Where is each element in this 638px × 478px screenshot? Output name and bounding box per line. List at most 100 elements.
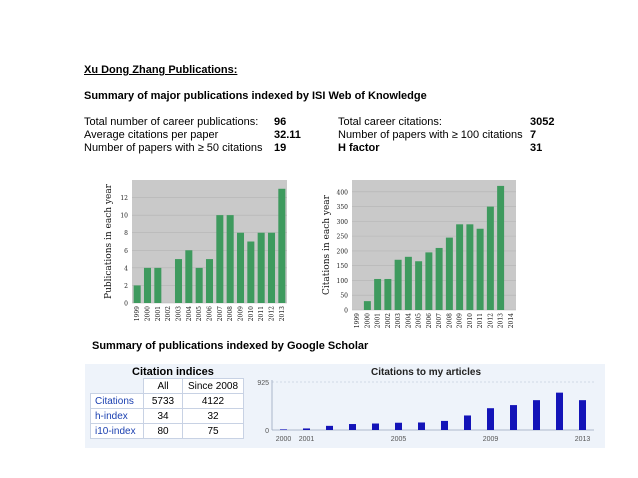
stat-value: 3052 <box>530 116 555 128</box>
bar <box>326 425 333 430</box>
bar <box>205 259 214 303</box>
table-cell: 34 <box>143 408 183 424</box>
x-tick-label: 2003 <box>395 313 402 328</box>
y-tick-label: 0 <box>124 301 128 308</box>
table-cell: 5733 <box>143 393 183 409</box>
x-tick-label: 2008 <box>446 313 453 328</box>
x-tick-label: 2011 <box>477 313 484 328</box>
stat-label: Number of papers with ≥ 50 citations <box>84 142 263 154</box>
bar <box>154 267 162 303</box>
bar <box>372 423 379 430</box>
bar <box>267 232 276 303</box>
bar <box>247 241 255 303</box>
table-row: h-index 34 32 <box>90 408 244 424</box>
bar <box>486 206 494 310</box>
table-cell: 75 <box>182 423 244 439</box>
y-tick-label: 0 <box>265 428 269 435</box>
bar <box>174 259 183 303</box>
bar <box>456 224 464 310</box>
bar <box>236 232 245 303</box>
y-tick-label: 8 <box>124 230 128 237</box>
bar <box>143 267 152 303</box>
bar <box>418 422 425 430</box>
bar <box>510 405 517 430</box>
page-title: Xu Dong Zhang Publications: <box>84 64 238 76</box>
stat-label: H factor <box>338 142 380 154</box>
x-tick-label: 2002 <box>165 306 172 321</box>
bar <box>435 247 443 310</box>
stat-value: 96 <box>274 116 287 128</box>
x-tick-label: 2010 <box>248 306 255 321</box>
x-tick-label: 2005 <box>416 313 423 328</box>
x-tick-label: 2004 <box>405 313 412 328</box>
x-tick-label: 2004 <box>186 306 193 321</box>
x-tick-label: 2013 <box>498 313 505 328</box>
x-tick-label: 2011 <box>258 306 265 321</box>
bar <box>363 301 371 310</box>
y-tick-label: 200 <box>337 248 349 255</box>
y-tick-label: 2 <box>124 283 128 290</box>
h-index-link[interactable]: h-index <box>90 408 144 424</box>
x-tick-label: 2006 <box>207 306 214 321</box>
x-tick-label: 2010 <box>467 313 474 328</box>
bar <box>497 185 505 310</box>
x-tick-label: 2006 <box>426 313 433 328</box>
bar <box>464 415 471 430</box>
bar <box>425 252 433 310</box>
y-tick-label: 150 <box>337 263 349 270</box>
x-tick-label: 2013 <box>279 306 286 321</box>
x-tick-label: 2002 <box>385 313 392 328</box>
bar <box>384 278 392 310</box>
bar <box>533 400 540 430</box>
x-tick-label: 2003 <box>176 306 183 321</box>
x-tick-label: 2013 <box>575 436 591 443</box>
x-tick-label: 2008 <box>227 306 234 321</box>
y-tick-label: 350 <box>337 204 349 211</box>
bar <box>195 267 203 303</box>
x-tick-label: 2000 <box>364 313 371 328</box>
x-tick-label: 2000 <box>276 436 292 443</box>
y-tick-label: 4 <box>124 265 128 272</box>
bar <box>257 232 265 303</box>
x-tick-label: 1999 <box>354 313 361 328</box>
stat-label: Total career citations: <box>338 116 442 128</box>
stat-label: Number of papers with ≥ 100 citations <box>338 129 523 141</box>
bar <box>374 278 382 310</box>
scholar-citations-chart: Citations to my articles 925 0 2000 2001 2005… <box>250 364 602 448</box>
x-tick-label: 2014 <box>508 313 515 328</box>
i10-index-link[interactable]: i10-index <box>90 423 144 439</box>
column-header: Since 2008 <box>182 378 244 394</box>
x-tick-label: 2001 <box>375 313 382 328</box>
isi-heading: Summary of major publications indexed by… <box>84 90 427 102</box>
x-tick-label: 2007 <box>436 313 443 328</box>
x-tick-label: 2012 <box>487 313 494 328</box>
citations-chart: 0 50 100 150 200 250 300 350 400 1999 2000 2001 2002… <box>322 180 516 328</box>
y-tick-label: 10 <box>120 213 128 220</box>
citation-indices-table: All Since 2008 Citations 5733 4122 h-ind… <box>90 378 244 439</box>
stat-value: 31 <box>530 142 543 154</box>
bar <box>278 188 286 303</box>
stat-value: 7 <box>530 129 537 141</box>
column-header: All <box>143 378 183 394</box>
y-tick-label: 50 <box>340 293 348 300</box>
y-axis-label: Citations in each year <box>322 194 332 295</box>
bar <box>133 285 141 303</box>
stat-label: Average citations per paper <box>84 129 219 141</box>
x-tick-label: 2007 <box>217 306 224 321</box>
bar <box>349 424 356 430</box>
y-tick-label: 250 <box>337 234 349 241</box>
citations-link[interactable]: Citations <box>90 393 144 409</box>
bar <box>394 259 402 310</box>
x-tick-label: 2005 <box>391 436 407 443</box>
bar <box>579 400 586 430</box>
stat-value: 32.11 <box>274 129 301 141</box>
citation-indices-title: Citation indices <box>132 366 214 378</box>
x-tick-label: 2001 <box>299 436 315 443</box>
y-tick-label: 0 <box>344 308 348 315</box>
table-cell: 32 <box>182 408 244 424</box>
table-row: i10-index 80 75 <box>90 423 244 439</box>
publications-chart: 0 2 4 6 8 10 12 1999 2000 2001 2002 2003 2004 2005 200… <box>104 180 287 321</box>
x-tick-label: 2009 <box>483 436 499 443</box>
bar <box>445 237 453 310</box>
x-tick-label: 2012 <box>269 306 276 321</box>
